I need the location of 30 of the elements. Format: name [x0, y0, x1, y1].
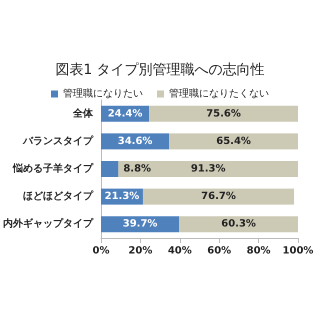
bar: [179, 216, 298, 232]
data-label: 91.3%: [190, 164, 226, 174]
y-tick-label: ほどほどタイプ: [23, 190, 94, 202]
x-tick-label: 40%: [168, 246, 192, 256]
y-tick-label: バランスタイプ: [22, 134, 94, 147]
chart-title: 図表1 タイプ別管理職への志向性: [55, 62, 265, 78]
x-tick-label: 60%: [207, 246, 232, 256]
bar: [101, 161, 118, 177]
data-label: 60.3%: [221, 218, 256, 230]
legend-label: 管理職になりたくない: [169, 88, 269, 100]
data-label: 21.3%: [104, 191, 140, 202]
data-label: 24.4%: [108, 108, 142, 120]
bar: [169, 133, 298, 150]
x-tick-label: 80%: [246, 246, 271, 256]
bar: [149, 106, 298, 122]
data-label: 76.7%: [201, 191, 236, 202]
data-label: 39.7%: [122, 218, 158, 230]
bar: [118, 161, 298, 177]
y-tick-label: 内外ギャップタイプ: [3, 218, 94, 230]
x-tick-label: 0%: [92, 246, 110, 256]
legend-label: 管理職になりたい: [63, 88, 143, 100]
x-tick-label: 20%: [128, 246, 152, 256]
bar: [142, 188, 294, 205]
data-label: 8.8%: [123, 164, 152, 174]
data-label: 65.4%: [216, 136, 251, 147]
data-label: 75.6%: [206, 108, 241, 120]
data-label: 34.6%: [118, 136, 152, 147]
y-tick-label: 全体: [72, 107, 94, 120]
x-tick-label: 100%: [282, 246, 314, 256]
y-tick-label: 悩める子羊タイプ: [12, 162, 94, 174]
